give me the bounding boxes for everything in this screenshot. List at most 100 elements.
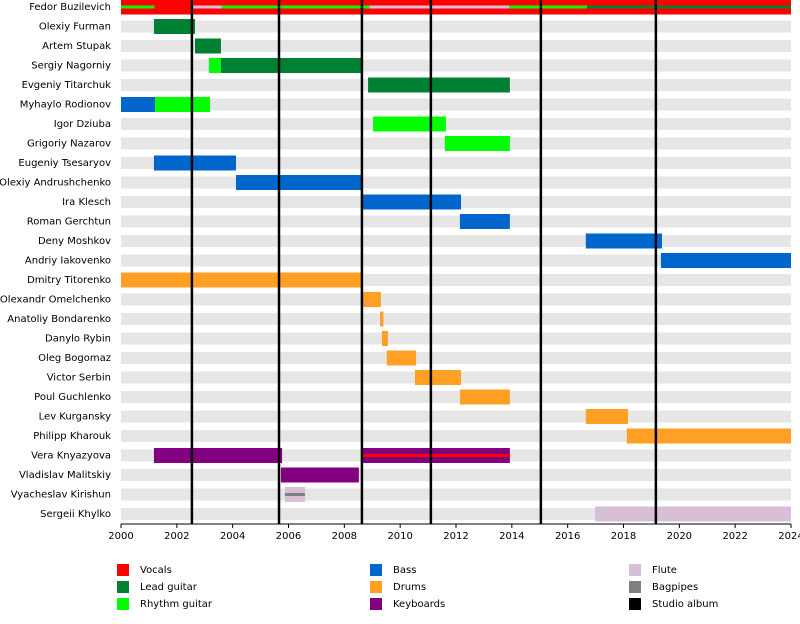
- member-label: Grigoriy Nazarov: [27, 139, 111, 150]
- legend-label: Bagpipes: [652, 582, 698, 593]
- member-bar: [220, 58, 362, 73]
- member-bar: [194, 38, 221, 54]
- member-label: Philipp Kharouk: [33, 431, 111, 442]
- member-label: Vyacheslav Kirishun: [11, 490, 111, 501]
- x-tick-label: 2012: [443, 531, 468, 542]
- row-background: [121, 176, 791, 189]
- legend-label: Flute: [652, 565, 677, 576]
- member-bar: [153, 155, 237, 171]
- member-label: Igor Dziuba: [54, 119, 111, 130]
- member-label: Roman Gerchtun: [27, 217, 111, 228]
- member-label: Evgeniy Titarchuk: [22, 80, 112, 91]
- legend-swatch: [629, 581, 641, 593]
- member-label: Olexandr Omelchenko: [0, 295, 111, 306]
- row-background: [121, 293, 791, 306]
- member-bar: [595, 506, 791, 522]
- member-label: Andriy Iakovenko: [25, 256, 111, 267]
- member-label: Artem Stupak: [42, 41, 111, 52]
- row-background: [121, 157, 791, 169]
- member-bar: [236, 175, 362, 190]
- member-bar: [585, 409, 628, 424]
- legend-label: Rhythm guitar: [140, 599, 213, 610]
- legend-swatch: [117, 564, 129, 576]
- legend-swatch: [370, 581, 382, 593]
- member-bar: [190, 5, 222, 9]
- member-label: Sergiy Nagorniy: [31, 61, 111, 72]
- member-bar: [626, 428, 791, 444]
- legend-swatch: [117, 581, 129, 593]
- member-bar: [459, 389, 510, 405]
- member-bar: [382, 331, 388, 346]
- member-label: Ira Klesch: [62, 197, 111, 208]
- x-tick-label: 2010: [387, 531, 412, 542]
- legend-swatch: [370, 598, 382, 610]
- member-bar: [153, 19, 195, 34]
- x-tick-label: 2000: [108, 531, 133, 542]
- member-bar: [414, 370, 462, 385]
- row-background: [121, 332, 791, 345]
- member-bar: [121, 272, 362, 288]
- legend-label: Studio album: [652, 599, 718, 610]
- row-background: [121, 118, 791, 130]
- member-label: Oleg Bogomaz: [38, 353, 111, 364]
- member-label: Olexiy Furman: [39, 22, 111, 33]
- row-background: [121, 488, 791, 501]
- row-background: [121, 98, 791, 111]
- member-bar: [280, 467, 359, 483]
- member-bar: [380, 311, 384, 327]
- member-label: Danylo Rybin: [45, 334, 111, 345]
- x-tick-label: 2002: [164, 531, 189, 542]
- member-bar: [361, 194, 462, 210]
- member-label: Victor Serbin: [47, 373, 111, 384]
- member-label: Eugeniy Tsesaryov: [18, 158, 111, 169]
- member-bar: [121, 5, 155, 9]
- member-label: Vladislav Malitskiy: [19, 470, 111, 481]
- row-background: [121, 235, 791, 247]
- row-background: [121, 254, 791, 267]
- member-bar: [459, 214, 510, 229]
- legend-label: Bass: [393, 565, 416, 576]
- member-bar: [121, 97, 156, 112]
- member-label: Fedor Buzilevich: [29, 2, 111, 13]
- member-label: Olexiy Andrushchenko: [0, 178, 111, 189]
- legend-label: Lead guitar: [140, 582, 198, 593]
- legend-swatch: [370, 564, 382, 576]
- x-tick-label: 2020: [667, 531, 692, 542]
- member-bar: [660, 253, 791, 268]
- member-bar: [221, 5, 370, 9]
- member-bar: [509, 5, 588, 9]
- member-label: Sergeii Khylko: [40, 509, 111, 520]
- member-bar: [444, 136, 510, 151]
- member-bar: [361, 454, 510, 457]
- row-background: [121, 391, 791, 403]
- x-tick-label: 2022: [722, 531, 747, 542]
- row-background: [121, 20, 791, 33]
- x-tick-label: 2006: [276, 531, 301, 542]
- member-bar: [373, 116, 446, 132]
- member-label: Vera Knyazyova: [31, 451, 111, 462]
- legend-swatch: [629, 564, 641, 576]
- row-background: [121, 215, 791, 228]
- member-bar: [208, 58, 221, 73]
- x-tick-label: 2008: [332, 531, 357, 542]
- legend-swatch: [117, 598, 129, 610]
- row-background: [121, 410, 791, 423]
- member-label: Dmitry Titorenko: [27, 275, 111, 286]
- member-bar: [369, 5, 510, 9]
- legend-label: Vocals: [140, 565, 172, 576]
- member-bar: [585, 233, 663, 249]
- member-label: Poul Guchlenko: [34, 392, 111, 403]
- x-tick-label: 2018: [611, 531, 636, 542]
- member-bar: [368, 77, 510, 93]
- legend-swatch: [629, 598, 641, 610]
- member-label: Deny Moshkov: [38, 236, 111, 247]
- row-background: [121, 40, 791, 52]
- member-bar: [587, 5, 791, 9]
- x-tick-label: 2024: [778, 531, 800, 542]
- row-background: [121, 430, 791, 442]
- member-bar: [153, 448, 283, 463]
- member-bar: [155, 97, 211, 112]
- member-label: Myhaylo Rodionov: [20, 100, 111, 111]
- legend-label: Keyboards: [393, 599, 445, 610]
- x-tick-label: 2004: [220, 531, 245, 542]
